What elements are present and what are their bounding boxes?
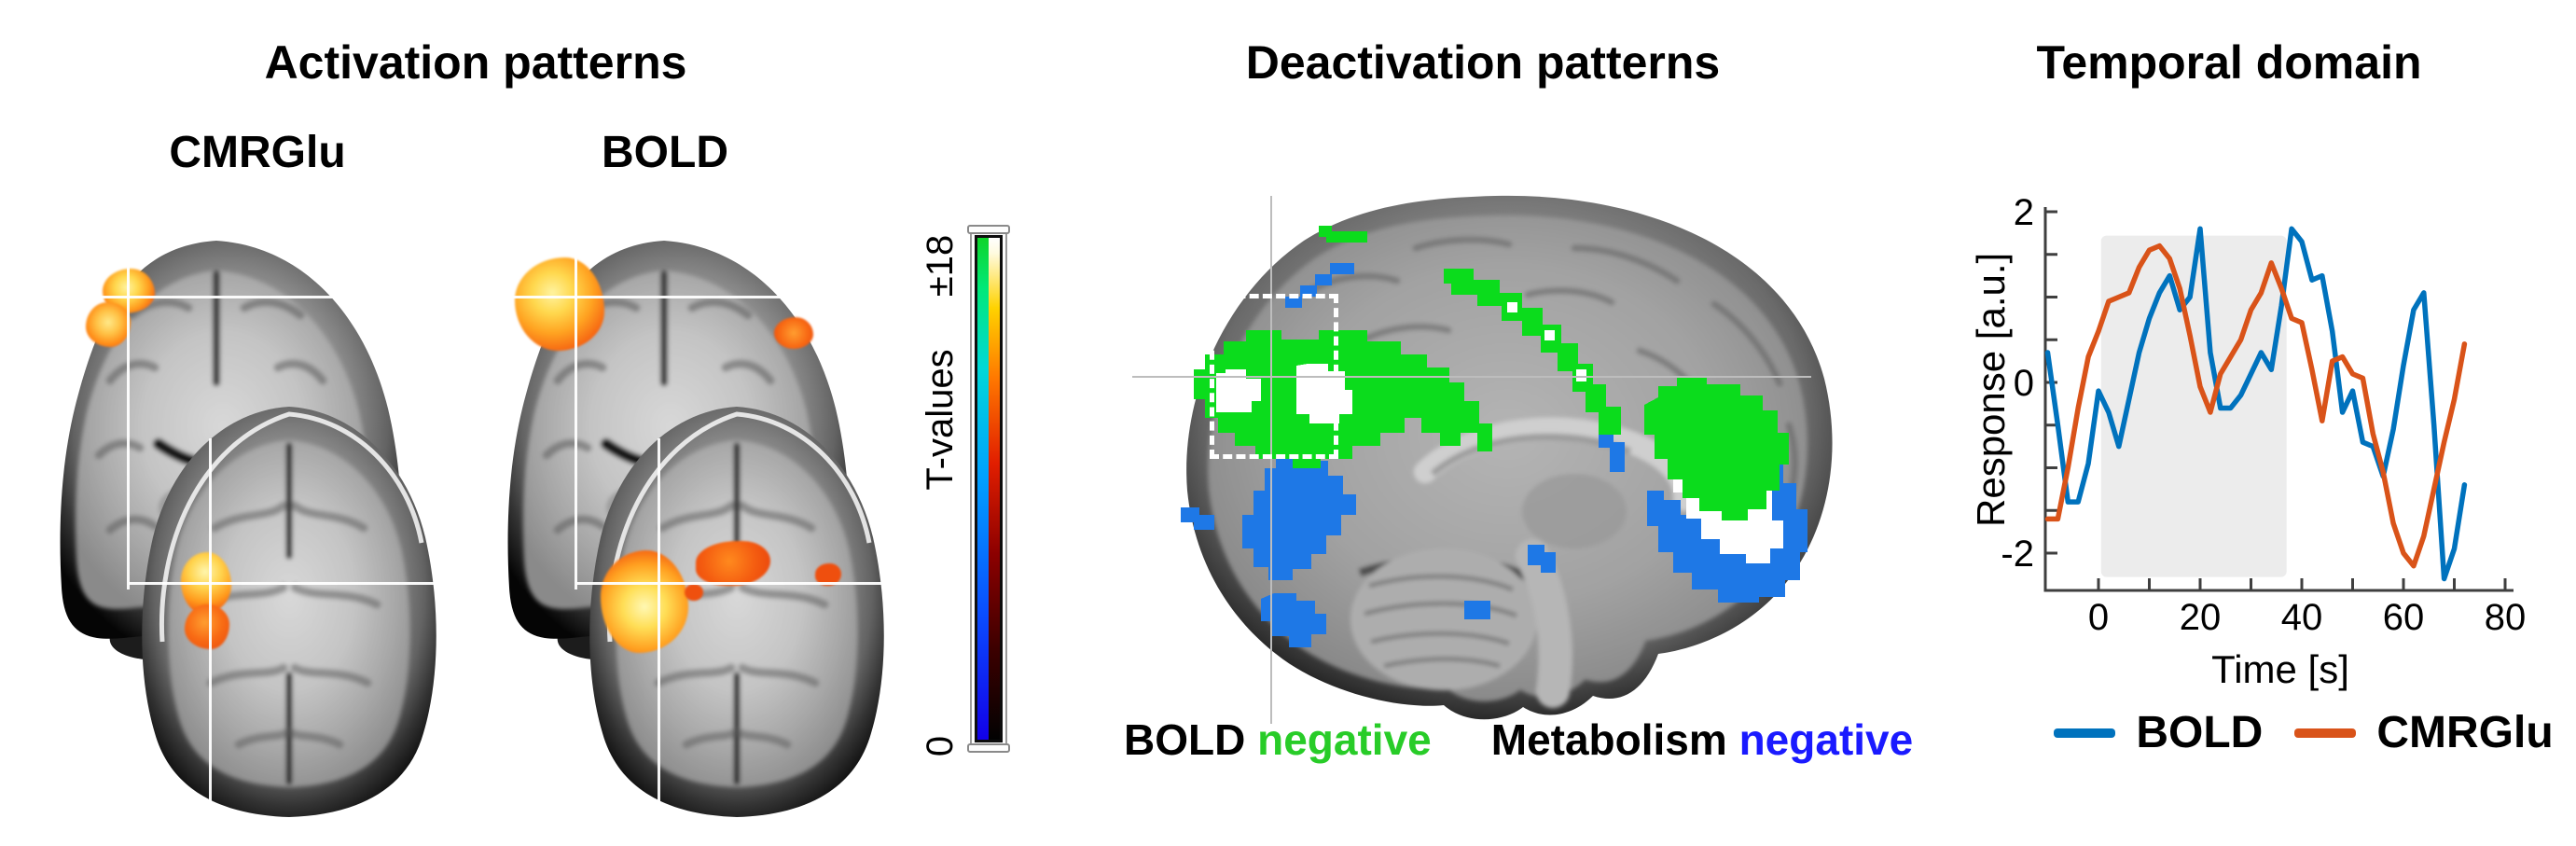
deact-legend-bold-negative: negative	[1257, 715, 1432, 764]
cmrglu-coronal-crosshair-v	[127, 228, 130, 589]
x-axis-label: Time [s]	[2211, 647, 2349, 691]
bold-coronal-right-blob	[774, 317, 813, 349]
svg-text:0: 0	[2088, 597, 2109, 638]
bold-coronal-activation-blob	[515, 257, 604, 351]
colorbar-positive-gradient	[989, 238, 1000, 740]
colorbar-max-label: ±18	[920, 234, 961, 298]
temporal-legend: BOLD CMRGlu	[2024, 707, 2576, 758]
svg-text:60: 60	[2383, 597, 2425, 638]
bold-axial-speck	[685, 584, 703, 601]
cmrglu-map-label: CMRGlu	[169, 128, 346, 177]
cmrglu-coronal-crosshair-h	[53, 296, 376, 298]
svg-text:0: 0	[2014, 363, 2034, 404]
cmrglu-axial-activation-tail	[185, 604, 229, 649]
colorbar-min-label: 0	[920, 735, 961, 757]
bold-legend-label: BOLD	[2136, 708, 2264, 757]
cmrglu-legend-label: CMRGlu	[2376, 708, 2554, 757]
bold-axial-activation-blob	[601, 550, 688, 653]
t-value-colorbar	[967, 225, 1010, 753]
bold-map-label: BOLD	[602, 128, 728, 177]
sagittal-slice	[1181, 195, 1833, 720]
svg-text:2: 2	[2014, 192, 2034, 233]
deact-legend-metabolism-word: Metabolism	[1490, 715, 1727, 764]
svg-text:20: 20	[2180, 597, 2222, 638]
bold-axial-sma-blob	[696, 541, 770, 586]
roi-dashed-box	[1210, 294, 1338, 459]
bold-coronal-crosshair-h	[501, 296, 824, 298]
bold-axial-crosshair-h	[576, 582, 888, 585]
colorbar-bottom-cap	[967, 743, 1010, 753]
svg-text:40: 40	[2281, 597, 2323, 638]
bold-coronal-crosshair-v	[575, 228, 577, 589]
legend-item-cmrglu: CMRGlu	[2294, 707, 2554, 758]
deact-legend-bold-word: BOLD	[1124, 715, 1246, 764]
colorbar-axis-label: T-values	[920, 349, 961, 491]
cmrglu-coronal-activation-blob2	[86, 302, 131, 347]
bold-axial-crosshair-v	[658, 438, 660, 819]
cmrglu-axial-crosshair-v	[209, 438, 212, 819]
deact-legend-metabolism-negative: negative	[1738, 715, 1914, 764]
colorbar-top-cap	[967, 225, 1010, 234]
sagittal-crosshair-h	[1132, 376, 1811, 378]
bold-legend-dash	[2054, 728, 2116, 738]
cmrglu-legend-dash	[2294, 728, 2357, 738]
overlap-cores	[1216, 302, 1586, 423]
deactivation-legend: BOLD negative Metabolism negative	[1124, 714, 1913, 765]
cmrglu-axial-slice	[129, 397, 450, 822]
activation-panel-title: Activation patterns	[264, 36, 687, 89]
colorbar-negative-gradient	[977, 238, 989, 740]
sagittal-crosshair-v	[1270, 196, 1272, 724]
deactivation-panel-title: Deactivation patterns	[1245, 36, 1721, 89]
svg-text:80: 80	[2485, 597, 2527, 638]
temporal-panel-title: Temporal domain	[2036, 36, 2422, 89]
legend-item-bold: BOLD	[2054, 707, 2263, 758]
svg-text:-2: -2	[2001, 534, 2034, 575]
cmrglu-axial-crosshair-h	[129, 582, 440, 585]
